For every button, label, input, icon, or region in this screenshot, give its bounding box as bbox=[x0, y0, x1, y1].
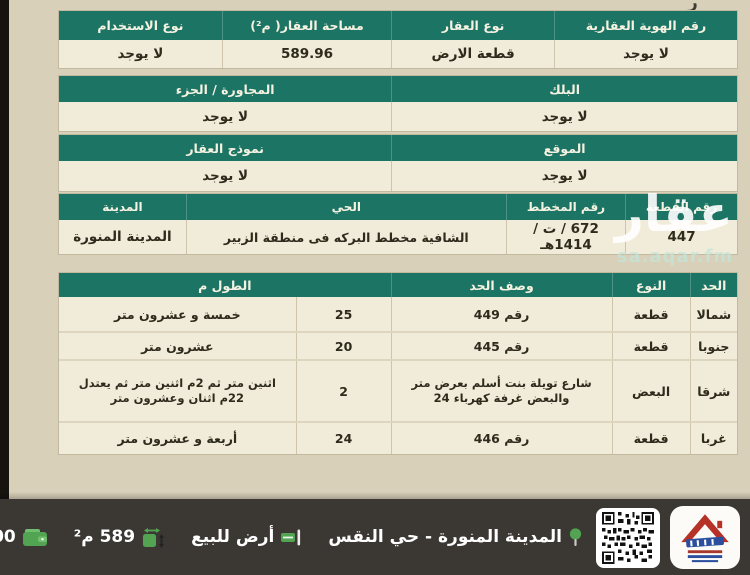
header-border-desc: وصف الحد bbox=[390, 273, 612, 297]
border-desc: رقم 446 bbox=[390, 423, 612, 454]
header-usage-type: نوع الاستخدام bbox=[97, 18, 184, 33]
border-type: قطعة bbox=[611, 333, 690, 359]
border-length-number: 2 bbox=[295, 361, 391, 421]
listing-type-label: أرض للبيع bbox=[191, 527, 275, 547]
value-property-area: 589.96 bbox=[221, 40, 392, 68]
section-location: الموقع نموذج العقار لا يوجد لا يوجد bbox=[58, 134, 738, 192]
border-length-number: 24 bbox=[295, 423, 391, 454]
agency-logo bbox=[670, 506, 740, 569]
header-property-model: نموذج العقار bbox=[186, 140, 264, 156]
header-plot-number: رقم القطعة bbox=[625, 194, 737, 220]
section-block: البلك المجاورة / الجزء لا يوجد لا يوجد bbox=[58, 75, 738, 132]
border-length-text: اثنين متر ثم 2م اثنين متر ثم يعتدل 22م ا… bbox=[78, 376, 276, 405]
listing-type: أرض للبيع bbox=[191, 527, 302, 547]
border-side: جنوبا bbox=[689, 333, 737, 359]
border-type: قطعة bbox=[611, 297, 690, 331]
border-row-south: جنوبا قطعة رقم 445 20 عشرون متر bbox=[59, 331, 737, 359]
listing-price: 600 ألف bbox=[0, 527, 48, 547]
listing-info-bar: المدينة المنورة - حي النقس أرض للبيع 589… bbox=[0, 499, 750, 575]
header-location: الموقع bbox=[391, 135, 737, 161]
listing-price-label: 600 ألف bbox=[0, 527, 16, 547]
header-property-id: رقم الهوية العقارية bbox=[553, 11, 737, 40]
listing-area-label: 589 م² bbox=[73, 527, 136, 547]
value-plot-number: 447 bbox=[625, 220, 737, 254]
border-side: شمالا bbox=[689, 297, 737, 331]
section-identity: رقم الهوية العقارية نوع العقار مساحة الع… bbox=[58, 10, 738, 69]
header-border-type: النوع bbox=[611, 273, 690, 297]
aqar-watermark-logo: عقار bbox=[615, 185, 733, 243]
value-property-model: لا يوجد bbox=[202, 168, 249, 184]
border-length-number: 25 bbox=[295, 297, 391, 331]
cropped-text-fragment: ر bbox=[688, 0, 698, 13]
header-plan-number: رقم المخطط bbox=[505, 194, 625, 220]
value-property-id: لا يوجد bbox=[553, 40, 737, 68]
section-plot: رقم القطعة رقم المخطط الحي المدينة 447 6… bbox=[58, 193, 738, 255]
qr-code-graphic bbox=[602, 512, 654, 564]
aqar-watermark-url: sa.aqar.fm bbox=[616, 246, 734, 267]
value-adjacent-part: لا يوجد bbox=[202, 108, 249, 125]
value-city: المدينة المنورة bbox=[73, 229, 172, 245]
listing-location: المدينة المنورة - حي النقس bbox=[328, 527, 582, 547]
photo-left-edge bbox=[0, 0, 9, 499]
border-length-text: أربعة و عشرون متر bbox=[117, 431, 238, 446]
for-sale-sign-icon bbox=[281, 529, 302, 546]
header-property-area: مساحة العقار( م²) bbox=[221, 11, 392, 40]
value-plan-number: 672 / ت / 1414هـ bbox=[505, 220, 625, 254]
border-desc: رقم 449 bbox=[390, 297, 612, 331]
dimensions-icon bbox=[142, 527, 165, 548]
border-side: غربا bbox=[689, 423, 737, 454]
border-row-north: شمالا قطعة رقم 449 25 خمسة و عشرون متر bbox=[59, 297, 737, 331]
wallet-icon bbox=[22, 528, 48, 547]
value-property-type: قطعة الارض bbox=[391, 40, 554, 68]
border-side: شرقا bbox=[689, 361, 737, 421]
value-block: لا يوجد bbox=[391, 102, 737, 131]
header-city: المدينة bbox=[102, 200, 143, 214]
qr-code bbox=[596, 508, 660, 568]
header-border-length: الطول م bbox=[198, 277, 252, 293]
value-location: لا يوجد bbox=[391, 161, 737, 191]
header-border-side: الحد bbox=[689, 273, 737, 297]
header-district: الحي bbox=[185, 194, 506, 220]
value-usage-type: لا يوجد bbox=[117, 46, 164, 62]
border-type: البعض bbox=[611, 361, 690, 421]
border-length-text: عشرون متر bbox=[141, 338, 214, 354]
agency-logo-graphic bbox=[681, 513, 729, 562]
header-block: البلك bbox=[391, 76, 737, 102]
value-district: الشافية مخطط البركه فى منطقة الزبير bbox=[185, 220, 506, 254]
listing-location-label: المدينة المنورة - حي النقس bbox=[328, 527, 562, 547]
property-record-document: ر رقم الهوية العقارية نوع العقار مساحة ا… bbox=[0, 0, 750, 499]
listing-area: 589 م² bbox=[74, 527, 165, 548]
border-desc: شارع تويلة بنت أسلم بعرض متر والبعض غرفة… bbox=[390, 361, 612, 421]
border-length-number: 20 bbox=[295, 333, 391, 359]
section-borders-table: الحد النوع وصف الحد الطول م شمالا قطعة ر… bbox=[58, 272, 738, 455]
header-adjacent-part: المجاورة / الجزء bbox=[175, 81, 275, 97]
border-length-text: خمسة و عشرون متر bbox=[114, 306, 241, 322]
border-desc: رقم 445 bbox=[390, 333, 612, 359]
location-pin-icon bbox=[569, 527, 582, 547]
border-row-east: شرقا البعض شارع تويلة بنت أسلم بعرض متر … bbox=[59, 359, 737, 421]
listing-attributes: المدينة المنورة - حي النقس أرض للبيع 589… bbox=[0, 499, 582, 575]
border-type: قطعة bbox=[611, 423, 690, 454]
header-property-type: نوع العقار bbox=[391, 11, 554, 40]
border-row-west: غربا قطعة رقم 446 24 أربعة و عشرون متر bbox=[59, 421, 737, 454]
